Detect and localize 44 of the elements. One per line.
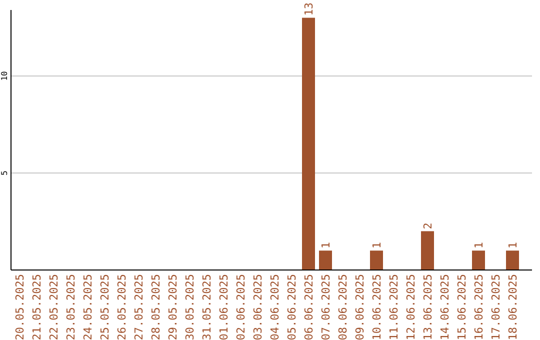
data-label: 1 <box>506 242 520 249</box>
x-tick-label: 30.05.2025 <box>184 274 196 340</box>
x-tick-label: 27.05.2025 <box>132 274 146 340</box>
x-tick-label: 05.06.2025 <box>286 274 298 340</box>
x-tick-label: 23.05.2025 <box>64 274 78 340</box>
bar <box>421 231 434 270</box>
x-tick-label: 04.06.2025 <box>268 274 282 340</box>
x-tick-label: 07.06.2025 <box>320 274 332 340</box>
x-tick-label: 13.06.2025 <box>422 274 434 340</box>
bar <box>370 250 383 270</box>
data-label: 13 <box>302 2 316 16</box>
x-tick-label: 11.06.2025 <box>388 274 400 340</box>
x-tick-label: 24.05.2025 <box>82 274 94 340</box>
x-tick-label: 28.05.2025 <box>150 274 162 340</box>
x-tick-label: 29.05.2025 <box>166 274 180 340</box>
x-tick-label: 18.06.2025 <box>506 274 520 340</box>
x-tick-label: 16.06.2025 <box>472 274 486 340</box>
y-tick-label: 10 <box>0 70 9 81</box>
y-tick-label: 5 <box>0 170 9 176</box>
x-tick-label: 09.06.2025 <box>354 274 366 340</box>
data-label: 2 <box>422 222 434 230</box>
bar <box>319 250 332 270</box>
x-tick-label: 25.05.2025 <box>98 274 112 340</box>
x-tick-label: 17.06.2025 <box>490 274 502 340</box>
data-label: 1 <box>370 242 384 249</box>
x-tick-label: 03.06.2025 <box>252 274 264 340</box>
x-tick-label: 20.05.2025 <box>14 274 26 340</box>
x-tick-label: 15.06.2025 <box>456 274 468 340</box>
x-tick-label: 31.05.2025 <box>200 274 214 340</box>
x-tick-label: 02.06.2025 <box>234 274 248 340</box>
bar <box>506 250 519 270</box>
x-tick-label: 26.05.2025 <box>116 274 128 340</box>
data-label: 1 <box>472 242 486 249</box>
bar <box>472 250 485 270</box>
x-tick-label: 12.06.2025 <box>404 274 418 340</box>
data-label: 1 <box>320 242 332 249</box>
x-tick-label: 08.06.2025 <box>336 274 350 340</box>
x-tick-label: 10.06.2025 <box>370 274 384 340</box>
bar <box>302 18 315 270</box>
x-tick-label: 22.05.2025 <box>48 274 60 340</box>
x-tick-label: 14.06.2025 <box>438 274 452 340</box>
x-tick-label: 06.06.2025 <box>302 274 316 340</box>
x-tick-label: 01.06.2025 <box>218 274 230 340</box>
x-tick-label: 21.05.2025 <box>30 274 44 340</box>
